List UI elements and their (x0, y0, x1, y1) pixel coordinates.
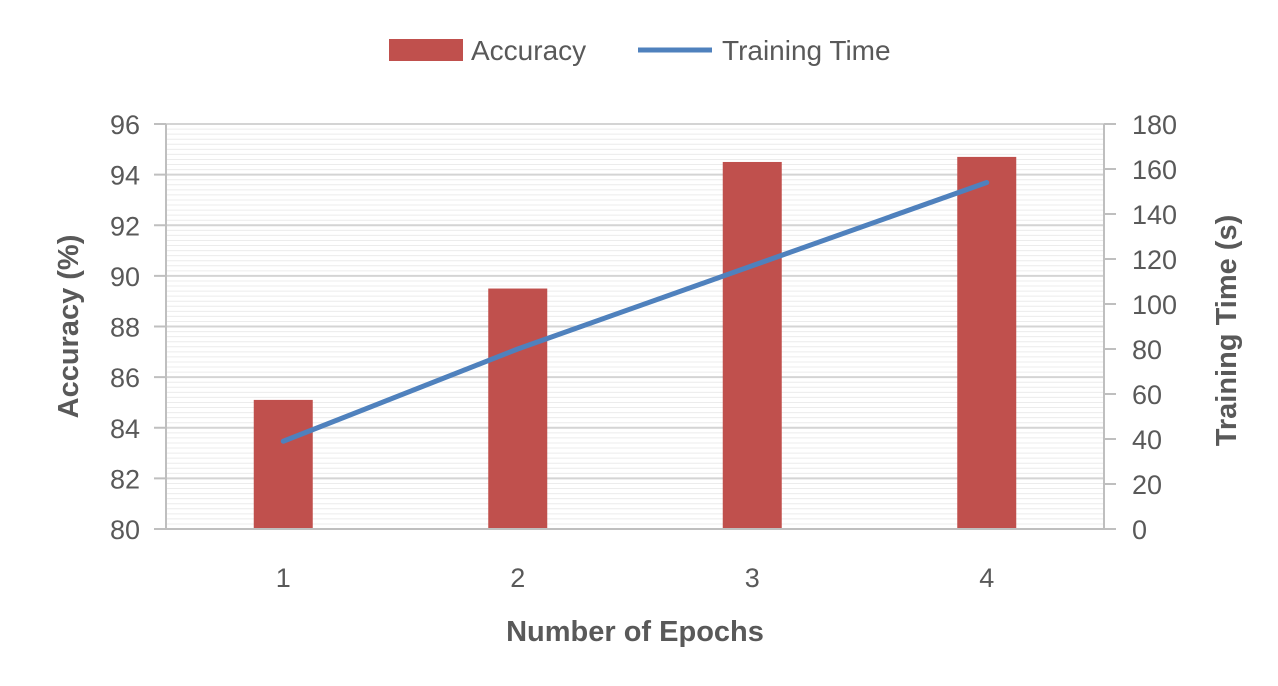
right-tick-label: 20 (1132, 470, 1162, 500)
left-tick-label: 90 (110, 262, 140, 292)
legend-label-training-time: Training Time (722, 35, 891, 66)
left-tick-label: 86 (110, 363, 140, 393)
right-tick-label: 40 (1132, 425, 1162, 455)
left-tick-label: 88 (110, 313, 140, 343)
right-tick-label: 140 (1132, 200, 1177, 230)
right-tick-label: 0 (1132, 515, 1147, 545)
left-tick-label: 80 (110, 515, 140, 545)
x-tick-label: 3 (745, 563, 760, 593)
x-axis-title: Number of Epochs (506, 616, 764, 648)
right-tick-label: 60 (1132, 380, 1162, 410)
right-tick-label: 80 (1132, 335, 1162, 365)
accuracy-bar (722, 161, 782, 529)
accuracy-bar (488, 288, 548, 529)
right-tick-label: 160 (1132, 155, 1177, 185)
legend-label-accuracy: Accuracy (471, 35, 586, 66)
x-axis-ticks: 1 2 3 4 (276, 563, 995, 593)
left-tick-label: 82 (110, 464, 140, 494)
left-tick-label: 96 (110, 110, 140, 140)
right-tick-label: 180 (1132, 110, 1177, 140)
legend: Accuracy Training Time (389, 35, 891, 66)
right-tick-label: 100 (1132, 290, 1177, 320)
x-tick-label: 1 (276, 563, 291, 593)
x-tick-label: 4 (979, 563, 994, 593)
left-axis-title: Accuracy (%) (53, 235, 85, 419)
legend-swatch-accuracy (389, 39, 463, 61)
gridlines (166, 123, 1104, 525)
accuracy-bars (253, 156, 1017, 529)
right-tick-label: 120 (1132, 245, 1177, 275)
accuracy-bar (957, 156, 1017, 529)
x-tick-label: 2 (510, 563, 525, 593)
right-axis-ticks: 0 20 40 60 80 100 120 140 160 180 (1104, 110, 1177, 545)
right-axis-title: Training Time (s) (1211, 215, 1243, 447)
left-axis-ticks: 80 82 84 86 88 90 92 94 96 (110, 110, 166, 545)
accuracy-bar (253, 399, 313, 529)
left-tick-label: 84 (110, 414, 140, 444)
left-tick-label: 94 (110, 161, 140, 191)
training-time-line (280, 180, 990, 444)
left-tick-label: 92 (110, 211, 140, 241)
training-time-series (280, 180, 990, 444)
